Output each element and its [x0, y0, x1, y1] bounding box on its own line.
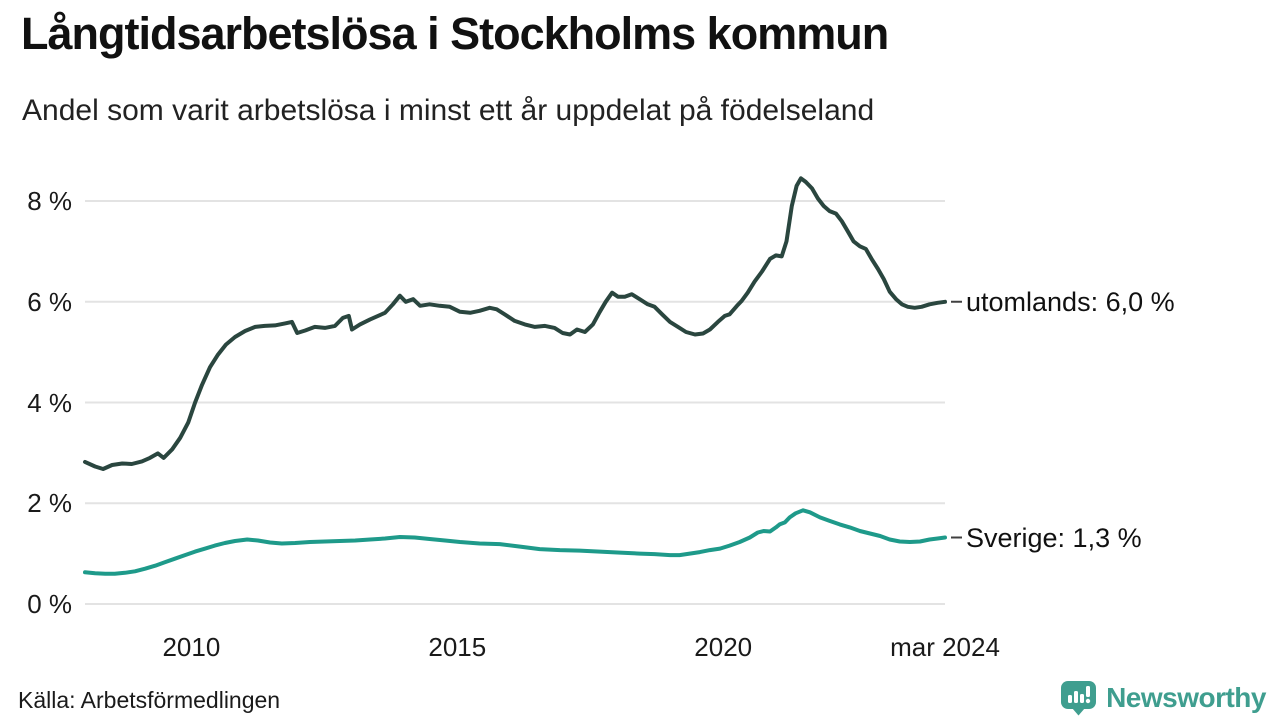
y-axis-label: 4 %	[27, 387, 72, 418]
x-axis-label: 2010	[162, 632, 221, 662]
chart-subtitle: Andel som varit arbetslösa i minst ett å…	[22, 94, 875, 127]
source-note: Källa: Arbetsförmedlingen	[18, 687, 281, 713]
y-axis-label: 6 %	[27, 286, 72, 317]
series-label-utomlands: utomlands: 6,0 %	[966, 286, 1175, 317]
series-label-sverige: Sverige: 1,3 %	[966, 522, 1142, 553]
series-line-utomlands	[83, 176, 947, 471]
x-axis-label: 2015	[428, 632, 487, 662]
series-lines	[83, 176, 947, 576]
brand-logo: Newsworthy	[1060, 680, 1266, 716]
chart-title: Långtidsarbetslösa i Stockholms kommun	[21, 8, 889, 59]
bar-chart-pin-icon	[1061, 681, 1097, 716]
y-axis-label: 8 %	[27, 186, 72, 216]
series-line-Sverige	[83, 508, 947, 576]
brand-name: Newsworthy	[1106, 682, 1266, 713]
series-end-ticks	[951, 300, 962, 539]
y-axis-label: 2 %	[27, 488, 72, 519]
y-axis-label: 0 %	[27, 589, 72, 619]
x-axis-label: 2020	[694, 632, 753, 662]
gridlines	[85, 200, 945, 605]
x-axis-label: mar 2024	[890, 632, 1000, 662]
